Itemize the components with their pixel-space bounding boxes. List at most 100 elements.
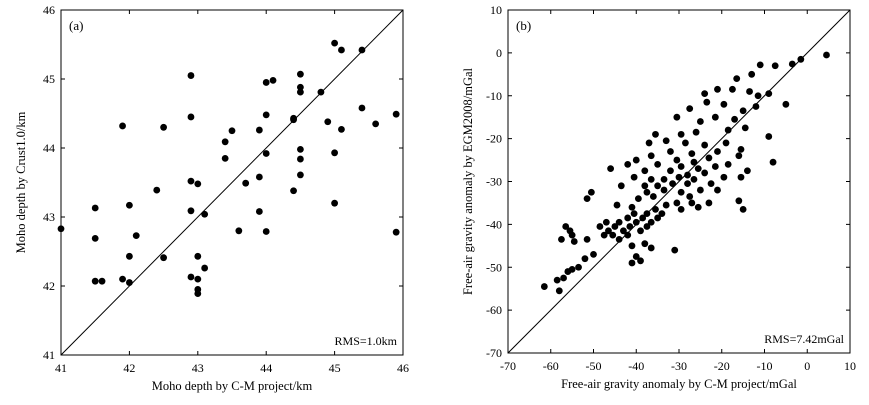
- panel-a-data-point: [91, 204, 99, 212]
- panel-a-y-tick-label: 42: [43, 279, 55, 293]
- panel-a-data-point: [125, 279, 133, 286]
- panel-a-ticks: 41 42 43 44 45 46 41 42 43 44 45 46: [43, 3, 409, 375]
- panel-b-data-point: [590, 250, 597, 258]
- panel-b-data-point: [688, 199, 696, 207]
- panel-b-data-point: [620, 227, 627, 235]
- panel-b-data-point: [564, 268, 572, 275]
- panel-b-data-point: [583, 195, 591, 203]
- panel-b-data-point: [722, 139, 730, 147]
- panel-b-data-point: [654, 214, 662, 222]
- panel-a-data-point: [392, 110, 400, 118]
- panel-b-data-point: [568, 231, 576, 239]
- panel-b-data-point: [654, 182, 662, 190]
- panel-b-x-tick-label: -10: [757, 359, 773, 373]
- panel-b-data-point: [641, 167, 649, 175]
- panel-b-data-point: [771, 62, 779, 70]
- panel-b-data-point: [673, 113, 681, 121]
- panel-b-data-point: [602, 218, 610, 226]
- panel-b-data-point: [701, 90, 709, 98]
- panel-a-data-point: [119, 122, 126, 130]
- panel-b-data-point: [788, 60, 796, 68]
- panel-b-x-tick-label: 10: [844, 359, 856, 373]
- panel-b-y-tick-label: -20: [486, 132, 502, 146]
- panel-b-data-point: [720, 173, 728, 181]
- panel-b-data-point: [643, 188, 651, 196]
- panel-b-data-point: [660, 186, 668, 194]
- panel-a-data-point: [358, 104, 366, 112]
- panel-b-data-point: [714, 85, 721, 93]
- panel-a-data-point: [392, 228, 400, 236]
- panel-b-data-point: [729, 85, 736, 93]
- panel-b-data-point: [737, 145, 745, 153]
- panel-b-data-point: [609, 231, 617, 239]
- panel-b-data-point: [703, 98, 711, 106]
- panel-a-points: [57, 39, 400, 297]
- panel-b-data-point: [677, 163, 685, 170]
- panel-b-data-point: [684, 180, 691, 188]
- panel-b-x-tick-label: -40: [628, 359, 644, 373]
- panel-a-data-point: [132, 232, 140, 240]
- panel-b-data-point: [645, 139, 653, 147]
- panel-b-data-point: [667, 148, 674, 155]
- panel-a-data-point: [194, 290, 202, 297]
- panel-b-gravity-anomaly-scatter: -70 -60 -50 -40 -30 -20 -10 0 10 -70 -60 -50 -40 -30 -…: [461, 3, 856, 391]
- panel-b-data-point: [735, 197, 743, 205]
- panel-b-data-point: [632, 156, 640, 164]
- panel-b-data-point: [667, 167, 674, 175]
- panel-a-y-tick-label: 46: [43, 3, 55, 17]
- panel-b-data-point: [724, 126, 732, 134]
- panel-b-y-tick-label: 10: [490, 3, 502, 17]
- panel-b-data-point: [688, 150, 696, 158]
- panel-b-data-point: [617, 182, 625, 190]
- panel-a-data-point: [187, 273, 195, 281]
- panel-b-data-point: [637, 257, 644, 265]
- panel-b-data-point: [756, 61, 764, 69]
- panel-b-data-point: [748, 70, 756, 78]
- panel-b-data-point: [705, 199, 713, 207]
- panel-a-data-point: [91, 234, 99, 242]
- panel-b-data-point: [613, 201, 621, 209]
- panel-a-data-point: [201, 264, 209, 272]
- panel-b-data-point: [553, 276, 561, 284]
- panel-a-data-point: [262, 111, 270, 119]
- panel-a-y-tick-label: 44: [43, 141, 55, 155]
- panel-b-data-point: [558, 235, 565, 243]
- panel-a-data-point: [297, 83, 304, 91]
- panel-a-data-point: [221, 154, 229, 162]
- panel-b-data-point: [662, 201, 670, 209]
- panel-b-data-point: [694, 165, 702, 173]
- panel-a-data-point: [194, 180, 202, 188]
- panel-b-data-point: [596, 223, 604, 230]
- panel-a-plot-frame: [60, 9, 404, 356]
- panel-a-data-point: [262, 150, 270, 157]
- panel-b-data-point: [658, 210, 666, 218]
- panel-a-data-point: [324, 118, 332, 126]
- panel-a-data-point: [228, 127, 236, 135]
- panel-a-data-point: [160, 254, 168, 262]
- panel-b-data-point: [739, 205, 747, 213]
- panel-b-data-point: [769, 158, 777, 166]
- panel-a-data-point: [160, 123, 168, 131]
- panel-a-data-point: [338, 125, 345, 133]
- panel-b-data-point: [690, 158, 698, 166]
- panel-b-data-point: [624, 231, 632, 239]
- panel-b-data-point: [570, 238, 578, 245]
- panel-b-x-axis-label: Free-air gravity anomaly by C-M project/…: [561, 377, 797, 391]
- panel-a-data-point: [119, 275, 126, 283]
- panel-b-data-point: [701, 169, 709, 177]
- panel-a-data-point: [290, 187, 297, 195]
- panel-b-data-point: [647, 175, 655, 183]
- panel-b-data-point: [744, 167, 751, 175]
- panel-b-data-point: [696, 118, 704, 125]
- panel-b-data-point: [765, 90, 773, 98]
- panel-b-data-point: [575, 263, 582, 271]
- panel-a-moho-depth-scatter: 41 42 43 44 45 46 41 42 43 44 45 46 (a) RMS=1.0km M…: [14, 3, 409, 393]
- panel-b-x-tick-label: -70: [500, 359, 516, 373]
- panel-b-data-point: [628, 242, 636, 250]
- panel-b-data-point: [782, 100, 790, 108]
- panel-b-data-point: [705, 154, 713, 162]
- panel-b-data-point: [739, 107, 747, 115]
- panel-a-data-point: [194, 275, 202, 283]
- panel-b-data-point: [684, 171, 691, 179]
- panel-b-data-point: [714, 148, 721, 155]
